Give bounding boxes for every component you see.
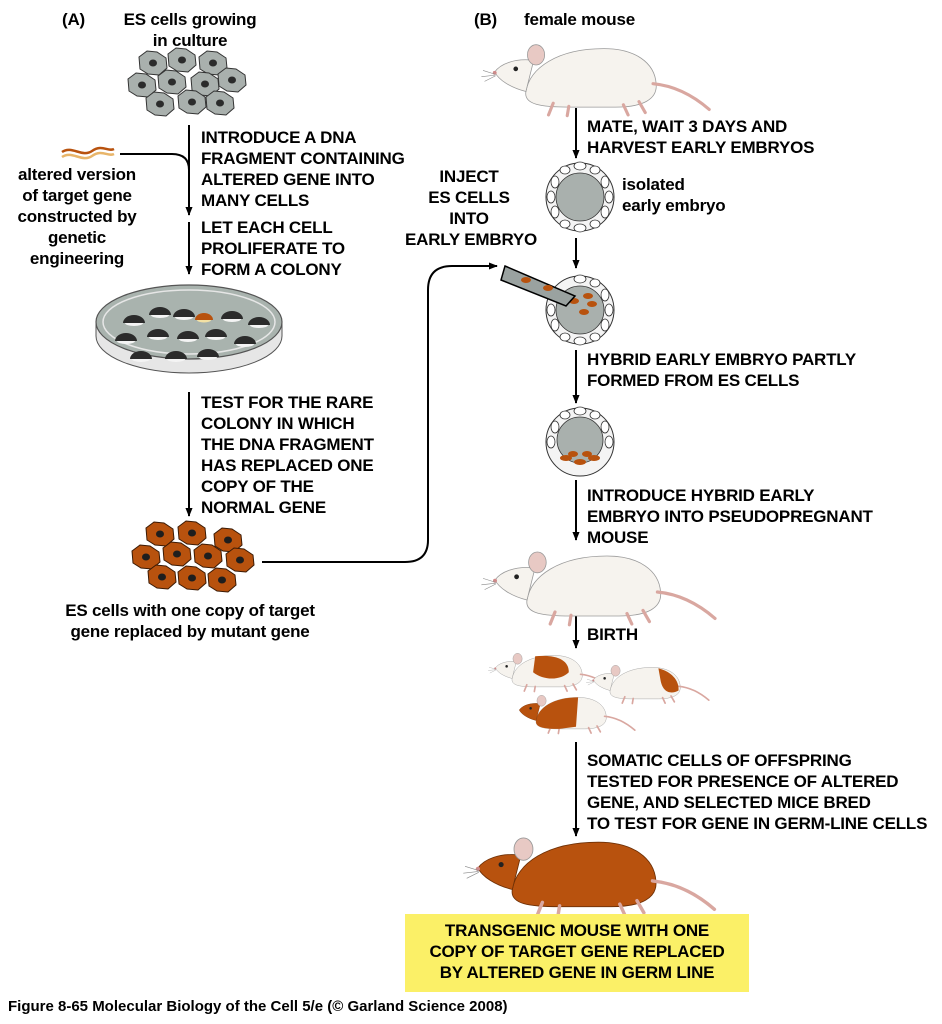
inject-label: INJECT ES CELLS INTO EARLY EMBRYO <box>405 167 538 249</box>
transgenic-mouse <box>463 837 717 918</box>
panel-a-step-proliferate: LET EACH CELL PROLIFERATE TO FORM A COLONY <box>201 218 345 279</box>
hybrid-embryo <box>545 406 615 477</box>
offspring-mouse-3 <box>519 695 636 735</box>
transgenic-mouse-label: TRANSGENIC MOUSE WITH ONE COPY OF TARGET … <box>429 921 725 982</box>
female-mouse-label: female mouse <box>524 10 635 29</box>
female-mouse <box>481 44 711 118</box>
offspring-mouse-1 <box>487 653 612 693</box>
injected-embryo <box>500 264 615 346</box>
panel-a-arrows <box>120 125 193 517</box>
es-cell-cluster <box>127 47 247 117</box>
panel-b-step-somatic: SOMATIC CELLS OF OFFSPRING TESTED FOR PRE… <box>587 751 928 833</box>
panel-b-step-birth: BIRTH <box>587 625 638 644</box>
panel-a-step-introduce: INTRODUCE A DNA FRAGMENT CONTAINING ALTERE… <box>201 128 405 210</box>
panel-a-label: (A) <box>62 10 85 29</box>
es-cells-label: ES cells growing in culture <box>123 10 257 50</box>
panel-a-step-test: TEST FOR THE RARE COLONY IN WHICH THE DNA … <box>201 393 374 517</box>
petri-dish <box>95 284 283 374</box>
dna-fragment <box>61 146 115 160</box>
connector-arrow <box>262 262 498 563</box>
altered-gene-label: altered version of target gene constructed… <box>17 165 137 268</box>
panel-b-step-hybrid: HYBRID EARLY EMBRYO PARTLY FORMED FROM ES… <box>587 350 857 390</box>
pseudopregnant-mouse <box>480 551 717 627</box>
isolated-early-embryo <box>545 161 615 233</box>
panel-b-step-introduce: INTRODUCE HYBRID EARLY EMBRYO INTO PSEUDO… <box>587 486 873 547</box>
panel-b-step-mate: MATE, WAIT 3 DAYS AND HARVEST EARLY EMBRY… <box>587 117 815 157</box>
isolated-embryo-label: isolated early embryo <box>622 175 726 215</box>
result-banner <box>405 914 749 992</box>
mutant-cell-cluster <box>131 520 255 593</box>
offspring-mouse-2 <box>585 665 710 705</box>
mutant-es-cells-label: ES cells with one copy of target gene rep… <box>65 601 315 641</box>
figure-caption: Figure 8-65 Molecular Biology of the Cel… <box>8 998 508 1015</box>
panel-b-label: (B) <box>474 10 497 29</box>
